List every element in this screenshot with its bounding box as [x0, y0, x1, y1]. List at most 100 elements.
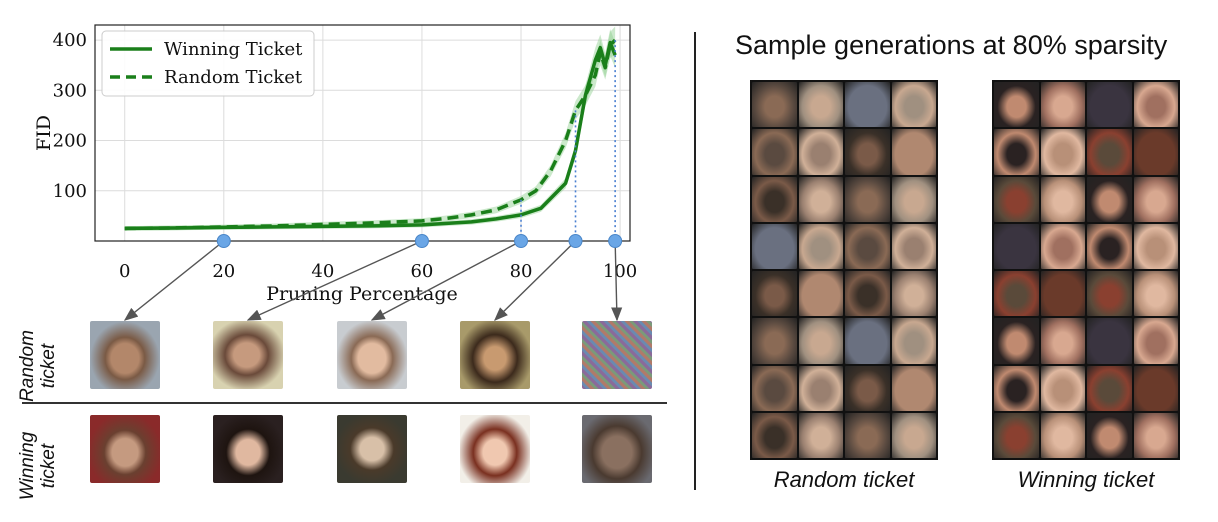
sample-image [752, 223, 797, 269]
sample-image [1087, 223, 1132, 269]
y-axis-label: FID [33, 115, 55, 151]
random-ticket-caption: Random ticket [773, 467, 915, 492]
winning-ticket-sample-grid [992, 80, 1180, 460]
sample-image [994, 365, 1039, 411]
sample-image [1087, 412, 1132, 458]
random-sample-90 [460, 321, 530, 389]
sample-image [1040, 365, 1085, 411]
y-tick-labels: 100 200 300 400 [53, 30, 87, 202]
row-label-random: Random ticket [17, 330, 59, 402]
x-tick-label: 80 [510, 261, 533, 282]
sample-image [1087, 129, 1132, 175]
sample-image [1040, 82, 1085, 128]
sample-image [752, 318, 797, 364]
marker-arrow [370, 240, 522, 321]
winning-sample-80 [337, 415, 407, 483]
sample-image [752, 412, 797, 458]
row-divider [22, 402, 667, 404]
x-tick-labels: 0 20 40 60 80 100 [119, 261, 637, 282]
winning-sample-20 [90, 415, 160, 483]
random-sample-80 [337, 321, 407, 389]
sample-image [752, 271, 797, 317]
plot-frame [94, 24, 631, 242]
sample-image [798, 318, 843, 364]
marker-arrow [611, 240, 623, 322]
y-tick-label: 300 [53, 80, 87, 101]
x-tick-label: 40 [311, 261, 334, 282]
random-sample-20 [90, 321, 160, 389]
sample-image [845, 365, 890, 411]
sample-image [1087, 365, 1132, 411]
sample-image [845, 412, 890, 458]
sample-image [752, 176, 797, 222]
random-sample-100 [582, 321, 652, 389]
pruning-marker [514, 234, 529, 248]
chart-grid [95, 25, 630, 241]
sample-image [845, 176, 890, 222]
sample-image [1133, 412, 1178, 458]
pruning-marker [216, 234, 231, 248]
sample-image [891, 412, 936, 458]
sample-image [1087, 318, 1132, 364]
sample-image [1087, 82, 1132, 128]
pruning-marker [608, 234, 623, 248]
sample-image [1040, 412, 1085, 458]
sample-image [845, 129, 890, 175]
legend-box [101, 30, 315, 97]
x-tick-label: 0 [119, 261, 130, 282]
x-axis-label: Pruning Percentage [266, 283, 458, 305]
sample-image [1040, 223, 1085, 269]
sample-image [1087, 176, 1132, 222]
sample-image [752, 82, 797, 128]
marker-arrow [494, 240, 576, 321]
marker-arrow [246, 240, 423, 321]
legend-label-winning: Winning Ticket [164, 39, 303, 60]
y-tick-label: 400 [53, 30, 87, 51]
marker-arrows [123, 240, 623, 322]
row-label-winning: Winning ticket [17, 431, 59, 501]
sample-image [994, 271, 1039, 317]
sample-image [845, 318, 890, 364]
sample-image [891, 365, 936, 411]
sample-image [845, 82, 890, 128]
panel-divider [694, 32, 696, 490]
x-tick-label: 100 [603, 261, 637, 282]
sample-image [1133, 223, 1178, 269]
legend: Winning Ticket Random Ticket [101, 30, 315, 97]
sample-image [891, 82, 936, 128]
random-ticket-sample-grid [750, 80, 938, 460]
sample-image [1040, 271, 1085, 317]
marker-arrow [123, 240, 225, 321]
pruning-marker [414, 234, 429, 248]
x-tick-label: 60 [410, 261, 433, 282]
sample-image [1087, 271, 1132, 317]
fid-chart: 0 20 40 60 80 100 100 200 300 400 Pruning Percen… [33, 24, 637, 322]
random-sample-60 [213, 321, 283, 389]
sample-image [798, 412, 843, 458]
sample-image [798, 365, 843, 411]
pruning-markers [216, 234, 623, 248]
sample-image [891, 129, 936, 175]
sample-image [891, 271, 936, 317]
sample-image [1133, 271, 1178, 317]
y-tick-label: 100 [53, 181, 87, 202]
sample-image [994, 223, 1039, 269]
sample-image [994, 129, 1039, 175]
y-tick-label: 200 [53, 131, 87, 152]
legend-label-random: Random Ticket [164, 67, 303, 88]
winning-ticket-caption: Winning ticket [1017, 467, 1155, 492]
sample-image [798, 82, 843, 128]
sample-image [994, 412, 1039, 458]
winning-sample-100 [582, 415, 652, 483]
sample-image [994, 318, 1039, 364]
sample-image [752, 129, 797, 175]
marker-dotted-lines [520, 40, 616, 241]
winning-sample-90 [460, 415, 530, 483]
sample-image [798, 271, 843, 317]
sample-image [891, 223, 936, 269]
sample-image [798, 129, 843, 175]
sample-image [1133, 129, 1178, 175]
sample-image [845, 271, 890, 317]
sample-image [994, 82, 1039, 128]
sample-image [1133, 318, 1178, 364]
